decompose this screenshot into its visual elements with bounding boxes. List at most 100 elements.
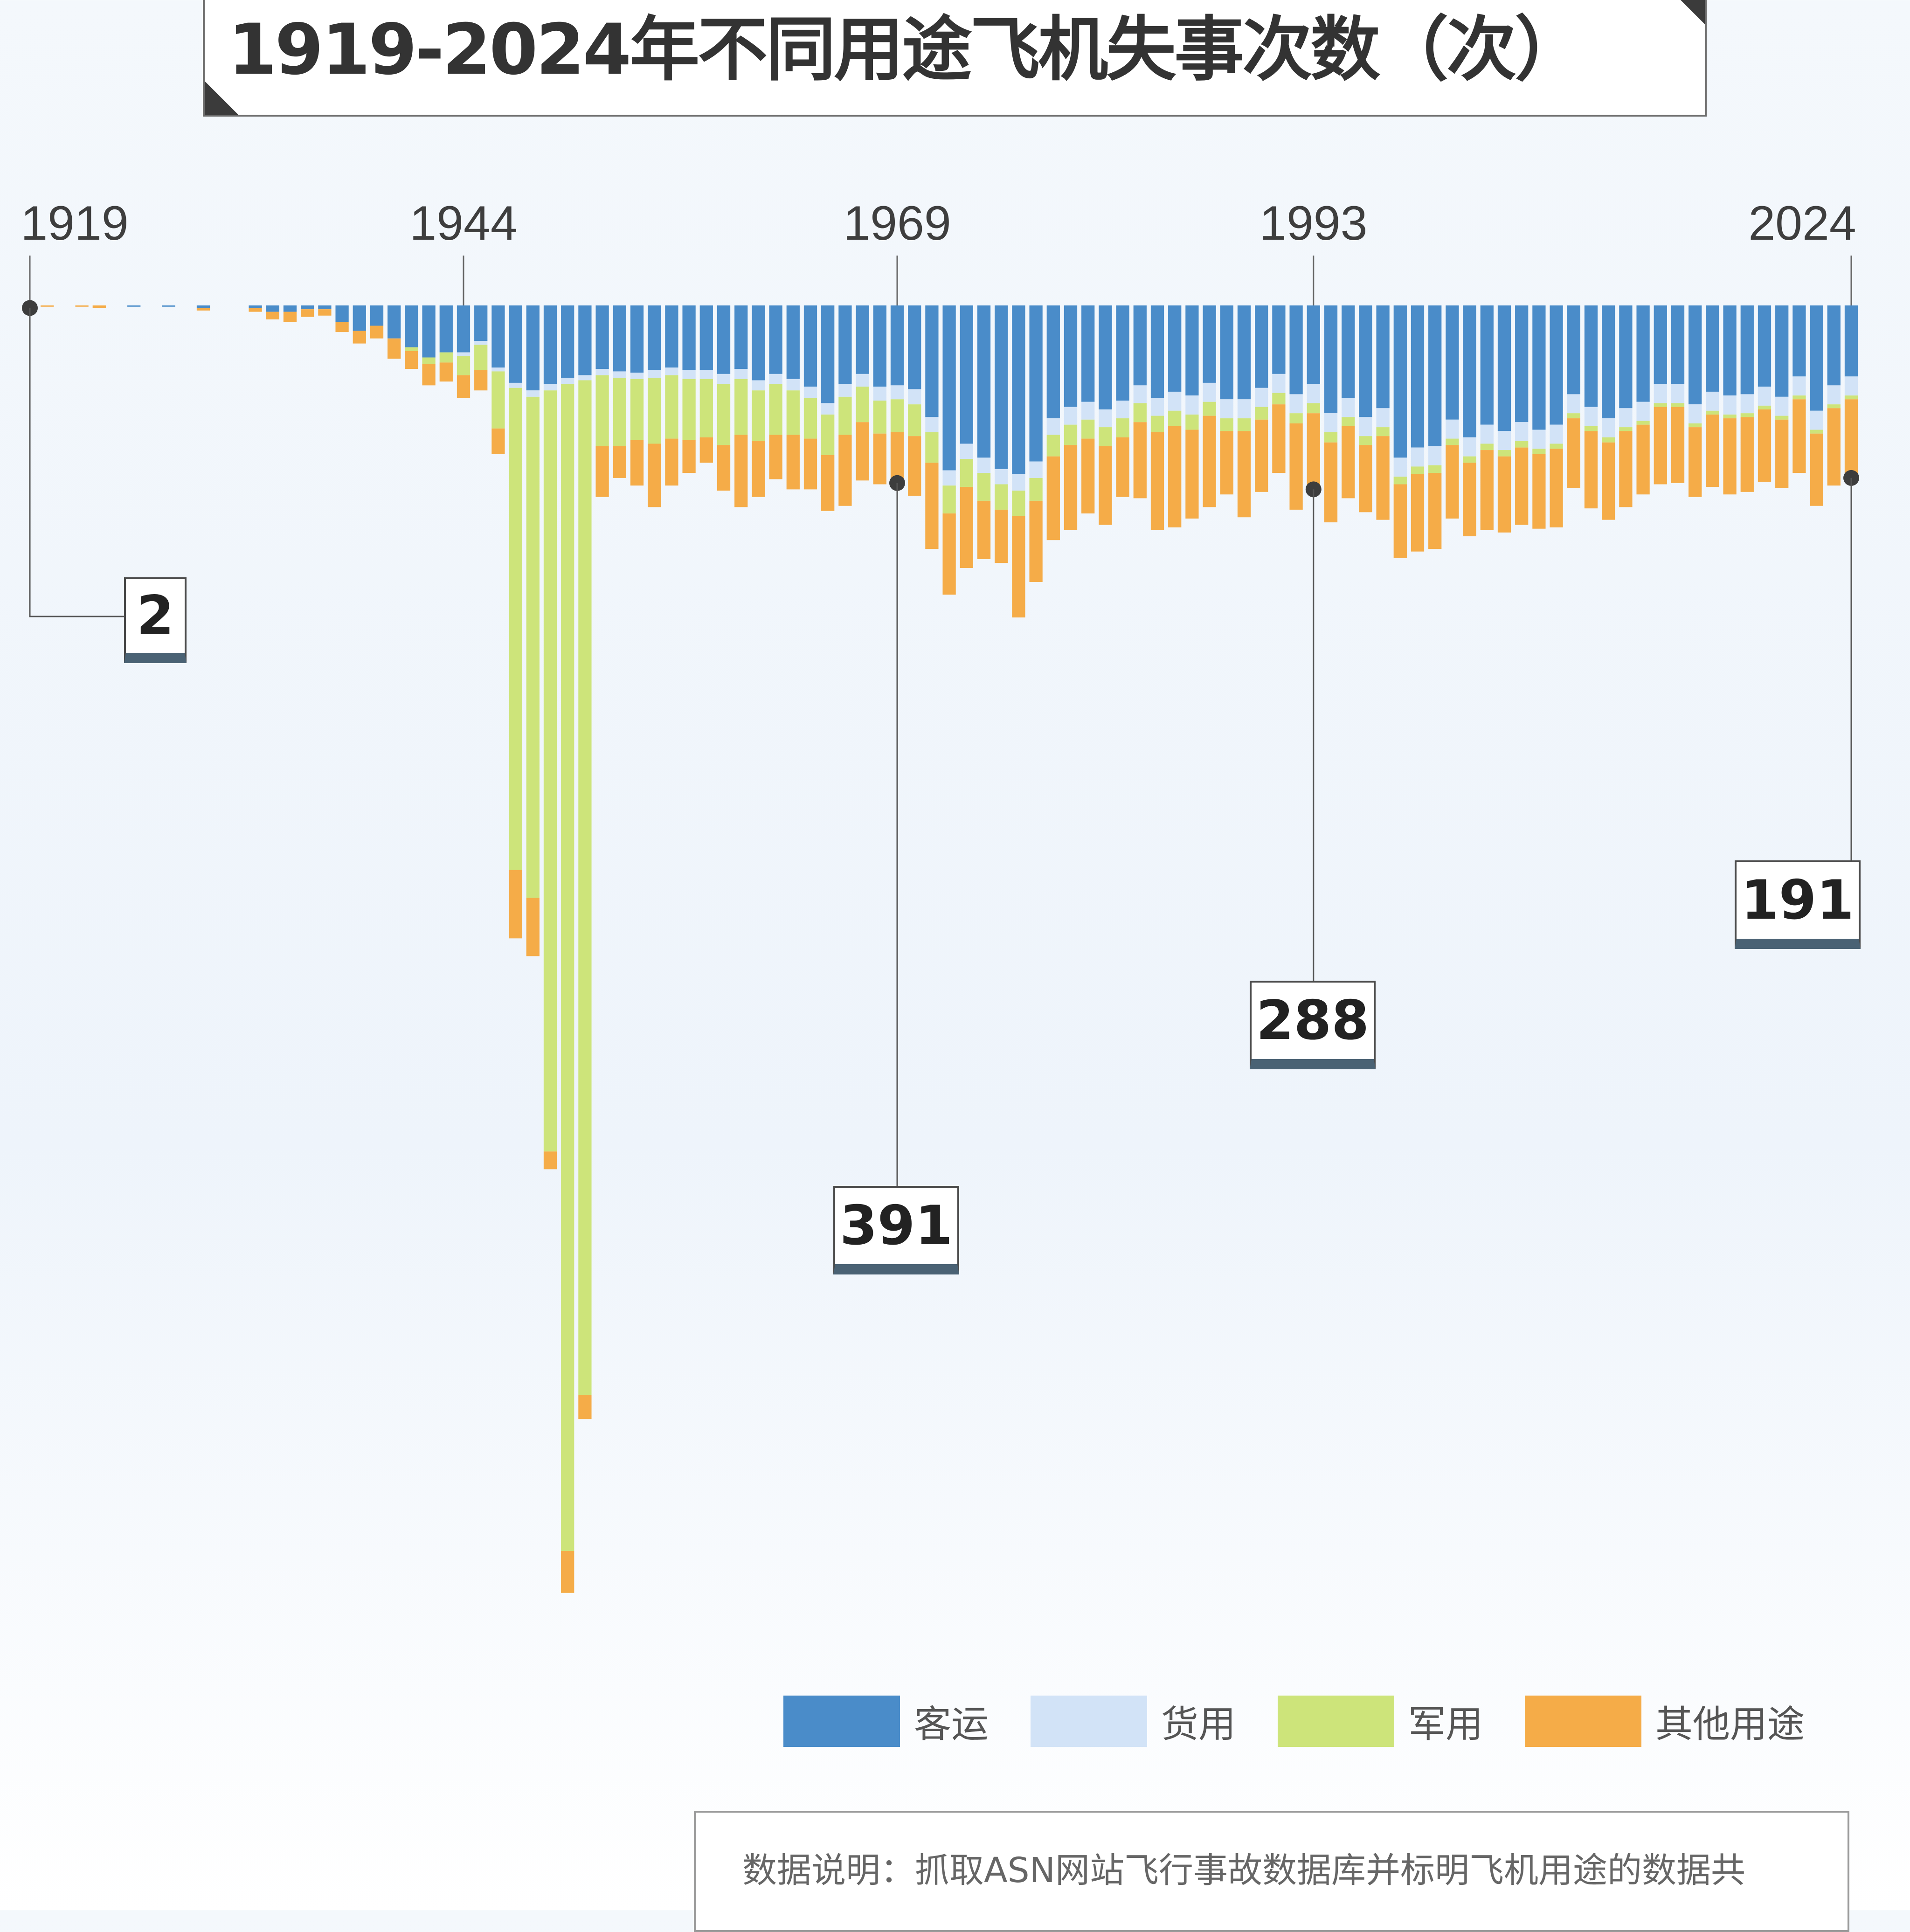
- bar-2022-series-3: [1810, 433, 1823, 506]
- bar-1951-series-0: [578, 305, 592, 375]
- bar-1944-series-0: [457, 305, 471, 353]
- bar-2017-series-1: [1723, 395, 1737, 415]
- bar-2015-series-2: [1689, 423, 1702, 428]
- bar-2001-series-2: [1446, 438, 1459, 445]
- bar-1984-series-0: [1150, 305, 1164, 398]
- bar-1981-series-2: [1099, 427, 1112, 446]
- bar-1982-series-1: [1116, 401, 1129, 419]
- bar-2019-series-1: [1758, 387, 1772, 406]
- bar-1951-series-2: [578, 380, 592, 1395]
- bar-1999-series-0: [1411, 305, 1425, 448]
- bar-1933-series-3: [266, 312, 279, 319]
- bar-2011-series-0: [1619, 305, 1633, 409]
- bar-1996-series-2: [1359, 436, 1372, 445]
- bar-2008-series-3: [1567, 418, 1580, 488]
- bar-2006-series-3: [1532, 454, 1546, 529]
- bar-1973-series-1: [960, 443, 973, 459]
- bar-2004-series-0: [1497, 305, 1511, 431]
- bar-1999-series-2: [1411, 466, 1425, 474]
- bar-1982-series-2: [1116, 418, 1129, 437]
- year-label-1993: 1993: [1259, 196, 1368, 250]
- bar-1969-series-1: [890, 385, 904, 400]
- bar-1937-series-3: [335, 322, 349, 332]
- bar-1970-series-0: [908, 305, 921, 389]
- bar-1920-series-3: [41, 305, 54, 307]
- bar-1951-series-3: [578, 1395, 592, 1420]
- bar-2021-series-3: [1792, 399, 1806, 473]
- bar-1947-series-1: [509, 382, 522, 388]
- bar-1979-series-0: [1064, 305, 1078, 407]
- bar-1971-series-2: [925, 432, 939, 463]
- bar-1966-series-3: [838, 435, 852, 506]
- bar-1991-series-1: [1272, 374, 1286, 393]
- bar-2021-series-1: [1792, 376, 1806, 396]
- bar-1950-series-0: [561, 305, 574, 378]
- bar-1972-series-3: [942, 513, 956, 595]
- legend-item-other: 其他用途: [1525, 1694, 1805, 1748]
- bar-layer: [23, 305, 1858, 1593]
- data-note: 数据说明：抓取ASN网站飞行事故数据库并标明飞机用途的数据共: [694, 1811, 1849, 1932]
- bar-2014-series-0: [1671, 305, 1685, 384]
- bar-1952-series-3: [595, 446, 609, 497]
- bar-1986-series-0: [1185, 305, 1199, 396]
- bar-1965-series-3: [821, 455, 835, 511]
- bar-1947-series-3: [509, 870, 522, 939]
- bar-1959-series-1: [717, 374, 731, 384]
- bar-2006-series-2: [1532, 449, 1546, 454]
- bar-1978-series-3: [1046, 456, 1060, 540]
- bar-1967-series-1: [856, 374, 869, 387]
- bar-2007-series-3: [1550, 449, 1563, 527]
- bar-1999-series-1: [1411, 447, 1425, 467]
- bar-1992-series-3: [1289, 423, 1303, 510]
- bar-1973-series-3: [960, 486, 973, 568]
- bar-1956-series-2: [665, 375, 678, 439]
- bar-1996-series-3: [1359, 445, 1372, 512]
- bar-2011-series-3: [1619, 431, 1633, 507]
- legend-swatch-passenger: [783, 1696, 900, 1747]
- bar-1950-series-1: [561, 378, 574, 384]
- bar-1989-series-2: [1237, 418, 1251, 431]
- bar-1944-series-1: [457, 352, 471, 356]
- bar-1979-series-3: [1064, 445, 1078, 530]
- bar-1981-series-1: [1099, 409, 1112, 428]
- bar-2018-series-2: [1740, 413, 1754, 417]
- bar-1996-series-1: [1359, 417, 1372, 436]
- legend-item-cargo: 货用: [1031, 1694, 1236, 1748]
- bar-1981-series-0: [1099, 305, 1112, 410]
- legend-item-passenger: 客运: [783, 1694, 989, 1748]
- bar-1942-series-3: [422, 364, 436, 386]
- bar-1960-series-0: [734, 305, 748, 369]
- callout-leader-1919: [29, 308, 124, 617]
- bar-2010-series-2: [1602, 437, 1615, 443]
- bar-1983-series-0: [1133, 305, 1147, 386]
- bar-1971-series-0: [925, 305, 939, 417]
- bar-1946-series-0: [491, 305, 505, 368]
- bar-1969-series-2: [890, 399, 904, 432]
- bar-1948-series-1: [526, 390, 540, 397]
- bar-1965-series-0: [821, 305, 835, 403]
- legend-swatch-other: [1525, 1696, 1641, 1747]
- year-tick-layer: [29, 256, 1852, 305]
- bar-1957-series-0: [682, 305, 696, 370]
- bar-1995-series-2: [1342, 417, 1355, 426]
- bar-2001-series-0: [1446, 305, 1459, 420]
- bar-1942-series-0: [422, 305, 436, 358]
- bar-1998-series-3: [1393, 484, 1407, 558]
- bar-1944-series-3: [457, 375, 471, 398]
- bar-1955-series-0: [648, 305, 661, 370]
- bar-1992-series-1: [1289, 394, 1303, 414]
- bar-1947-series-2: [509, 388, 522, 870]
- bar-1974-series-0: [977, 305, 991, 458]
- bar-2007-series-1: [1550, 424, 1563, 444]
- bar-1980-series-3: [1081, 438, 1095, 514]
- bar-1994-series-0: [1324, 305, 1338, 414]
- bar-2015-series-1: [1689, 404, 1702, 423]
- bar-2021-series-2: [1792, 395, 1806, 400]
- legend-label-military: 军用: [1408, 1703, 1483, 1746]
- bar-1944-series-2: [457, 356, 471, 375]
- bar-2024-series-2: [1844, 395, 1858, 400]
- callout-2024: 191: [1735, 860, 1861, 949]
- bar-1958-series-3: [699, 437, 713, 463]
- bar-1991-series-0: [1272, 305, 1286, 374]
- bar-2006-series-0: [1532, 305, 1546, 430]
